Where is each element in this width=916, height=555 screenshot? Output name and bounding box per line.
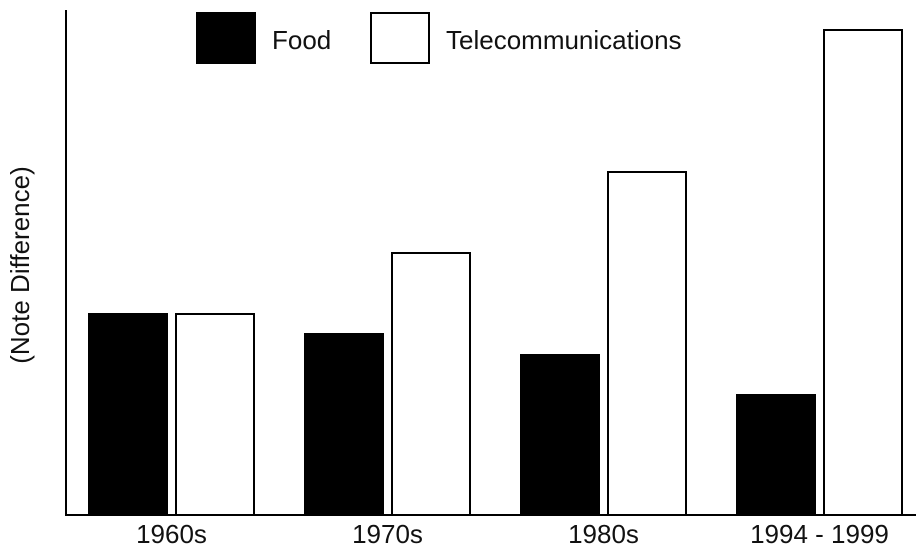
legend-label: Food [272, 25, 331, 55]
bar [175, 313, 255, 516]
bar [736, 394, 816, 516]
x-tick-label: 1960s [136, 519, 207, 549]
bar [607, 171, 687, 516]
x-tick-label: 1980s [568, 519, 639, 549]
x-tick-label: 1970s [352, 519, 423, 549]
bar [520, 354, 600, 516]
bar [823, 29, 903, 516]
y-axis-label: (Note Difference) [5, 166, 35, 364]
legend-swatch [196, 12, 256, 64]
bar [88, 313, 168, 516]
bar [391, 252, 471, 516]
bar [304, 333, 384, 516]
legend-label: Telecommunications [446, 25, 682, 55]
x-tick-label: 1994 - 1999 [750, 519, 889, 549]
legend-swatch [370, 12, 430, 64]
